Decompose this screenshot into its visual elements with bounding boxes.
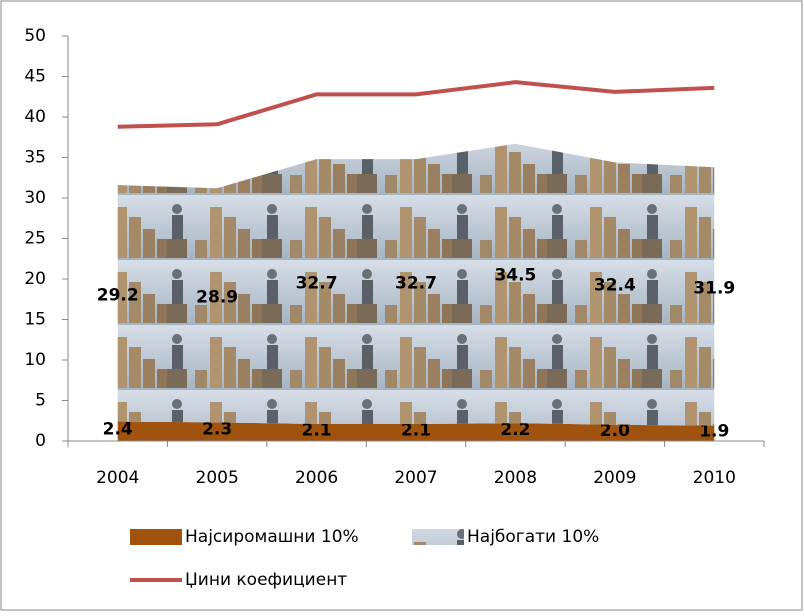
data-label: 31.9 — [693, 278, 735, 298]
legend-swatch — [412, 529, 464, 545]
y-tick-label: 45 — [24, 67, 46, 87]
y-tick-label: 30 — [24, 188, 46, 208]
legend-label: Најбогати 10% — [467, 527, 599, 547]
y-tick-label: 10 — [24, 350, 46, 370]
x-tick-label: 2008 — [494, 468, 537, 488]
x-tick-label: 2007 — [394, 468, 437, 488]
x-tick-label: 2006 — [295, 468, 338, 488]
legend-swatch — [130, 529, 182, 545]
data-label: 2.4 — [103, 419, 133, 439]
y-tick-label: 40 — [24, 107, 46, 127]
y-tick-label: 20 — [24, 269, 46, 289]
legend-label: Најсиромашни 10% — [185, 527, 359, 547]
x-tick-label: 2004 — [96, 468, 139, 488]
y-tick-label: 5 — [35, 391, 46, 411]
x-tick-label: 2009 — [593, 468, 636, 488]
x-tick-label: 2010 — [693, 468, 736, 488]
y-tick-label: 0 — [35, 431, 46, 451]
data-label: 34.5 — [494, 265, 536, 285]
data-label: 32.7 — [296, 274, 338, 294]
chart: 051015202530354045502.42.32.12.12.22.01.… — [0, 0, 804, 612]
data-label: 28.9 — [196, 287, 238, 307]
y-tick-label: 25 — [24, 229, 46, 249]
y-tick-label: 50 — [24, 26, 46, 46]
y-tick-label: 15 — [24, 310, 46, 330]
data-label: 32.4 — [594, 276, 636, 296]
x-tick-label: 2005 — [196, 468, 239, 488]
data-label: 32.7 — [395, 274, 437, 294]
data-label: 29.2 — [97, 285, 139, 305]
y-tick-label: 35 — [24, 148, 46, 168]
legend-label: Џини коефициент — [185, 570, 347, 590]
data-label: 2.3 — [202, 420, 232, 440]
